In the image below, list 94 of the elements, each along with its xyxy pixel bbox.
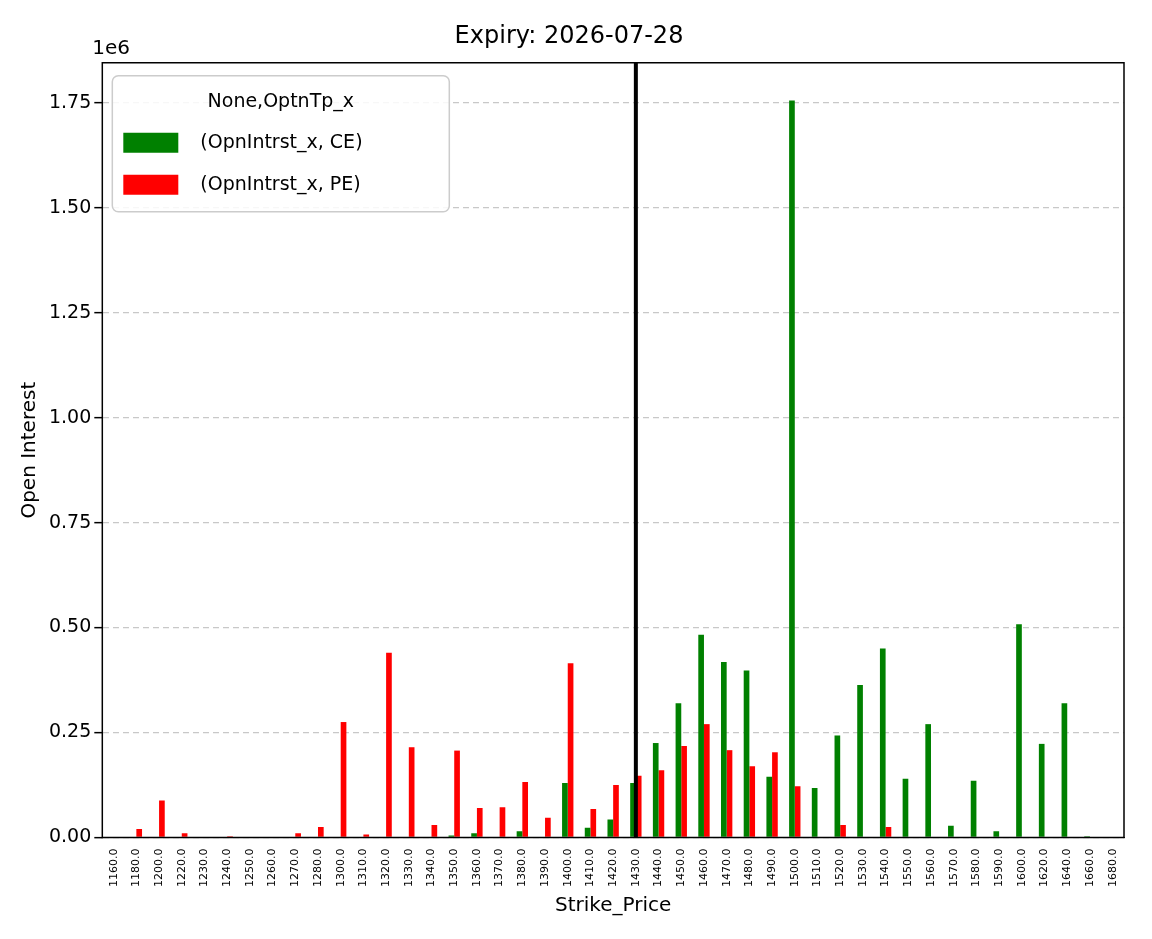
- text: 1e6: [92, 35, 131, 59]
- x-tick-label: 1420.0: [606, 848, 620, 888]
- x-tick-label: 1540.0: [878, 848, 892, 888]
- x-tick-label: 1460.0: [696, 848, 710, 888]
- x-tick-label: 1500.0: [787, 848, 801, 888]
- legend-label: (OpnIntrst_x, CE): [200, 129, 363, 153]
- x-tick-label: 1590.0: [991, 848, 1005, 888]
- x-tick-label: 1230.0: [197, 848, 211, 888]
- bar: [840, 824, 846, 837]
- x-tick-label: 1620.0: [1037, 848, 1051, 888]
- bar: [857, 685, 863, 837]
- x-tick-label: 1560.0: [923, 848, 937, 888]
- bar: [721, 661, 727, 837]
- x-tick-label: 1470.0: [719, 848, 733, 888]
- x-tick-label: 1570.0: [946, 848, 960, 888]
- bar: [698, 634, 704, 837]
- x-tick-label: 1520.0: [833, 848, 847, 888]
- bar: [879, 648, 886, 837]
- bar: [471, 833, 477, 837]
- y-tick-label: 1.75: [48, 89, 92, 112]
- x-tick-label: 1410.0: [583, 848, 597, 888]
- bar: [789, 100, 795, 837]
- x-tick-label: 1660.0: [1082, 848, 1096, 888]
- legend-title: None,OptnTp_x: [207, 88, 355, 112]
- y-tick-label: 1.00: [48, 404, 92, 427]
- bar: [386, 652, 392, 837]
- bar: [590, 808, 597, 837]
- x-tick-label: 1490.0: [764, 848, 778, 888]
- x-tick-label: 1480.0: [742, 848, 756, 888]
- bar: [1038, 743, 1045, 837]
- x-tick-label: 1180.0: [129, 848, 143, 888]
- bar: [522, 782, 529, 837]
- x-tick-label: 1360.0: [469, 848, 483, 888]
- bar: [925, 724, 932, 837]
- bar: [772, 752, 778, 837]
- x-tick-label: 1550.0: [901, 848, 915, 888]
- bar: [454, 750, 460, 837]
- bar: [181, 833, 188, 837]
- bar: [766, 776, 773, 837]
- x-tick-label: 1430.0: [628, 848, 642, 888]
- y-axis-title: Open Interest: [16, 381, 41, 519]
- x-axis-title: Strike_Price: [555, 892, 672, 917]
- x-tick-label: 1250.0: [242, 848, 256, 888]
- x-tick-label: 1640.0: [1060, 848, 1074, 888]
- y-tick-label: 0.25: [48, 719, 92, 742]
- bar: [318, 827, 324, 837]
- legend-label: (OpnIntrst_x, PE): [200, 171, 361, 195]
- bar: [562, 782, 568, 837]
- chart-title: Expiry: 2026-07-28: [454, 20, 684, 49]
- x-tick-label: 1530.0: [855, 848, 869, 888]
- bar: [545, 817, 551, 837]
- x-tick-label: 1310.0: [356, 848, 370, 888]
- x-tick-label: 1320.0: [378, 848, 392, 888]
- bar: [681, 745, 687, 837]
- bar: [703, 724, 710, 837]
- bar: [363, 834, 370, 837]
- y-tick-label: 0.75: [48, 509, 92, 532]
- bar: [136, 829, 143, 837]
- x-tick-label: 1160.0: [106, 848, 120, 888]
- x-tick-label: 1400.0: [560, 848, 574, 888]
- x-tick-label: 1450.0: [674, 848, 688, 888]
- x-tick-label: 1240.0: [220, 848, 234, 888]
- bar: [652, 743, 659, 837]
- bar: [749, 766, 756, 837]
- bar: [1016, 624, 1022, 837]
- x-tick-label: 1220.0: [174, 848, 188, 888]
- bar: [993, 831, 1000, 837]
- x-tick-label: 1200.0: [151, 848, 165, 888]
- x-tick-label: 1600.0: [1014, 848, 1028, 888]
- bar: [295, 833, 301, 837]
- y-tick-label: 1.50: [48, 194, 92, 217]
- x-tick-label: 1390.0: [537, 848, 551, 888]
- x-tick-label: 1370.0: [492, 848, 506, 888]
- x-tick-label: 1440.0: [651, 848, 665, 888]
- x-tick-label: 1270.0: [288, 848, 302, 888]
- x-tick-label: 1330.0: [401, 848, 415, 888]
- x-tick-label: 1510.0: [810, 848, 824, 888]
- y-tick-label: 0.50: [48, 614, 92, 637]
- x-tick-label: 1350.0: [447, 848, 461, 888]
- x-tick-label: 1300.0: [333, 848, 347, 888]
- y-tick-label: 1.25: [48, 299, 92, 322]
- bar: [159, 800, 165, 837]
- bar: [476, 808, 483, 837]
- bar: [948, 825, 954, 837]
- x-tick-label: 1260.0: [265, 848, 279, 888]
- x-tick-label: 1380.0: [515, 848, 529, 888]
- bar: [607, 819, 614, 837]
- bar: [613, 785, 619, 837]
- bar: [516, 831, 523, 837]
- x-tick-label: 1340.0: [424, 848, 438, 888]
- x-tick-label: 1280.0: [310, 848, 324, 888]
- x-tick-label: 1680.0: [1105, 848, 1119, 888]
- y-tick-label: 0.00: [48, 824, 92, 847]
- x-tick-label: 1580.0: [969, 848, 983, 888]
